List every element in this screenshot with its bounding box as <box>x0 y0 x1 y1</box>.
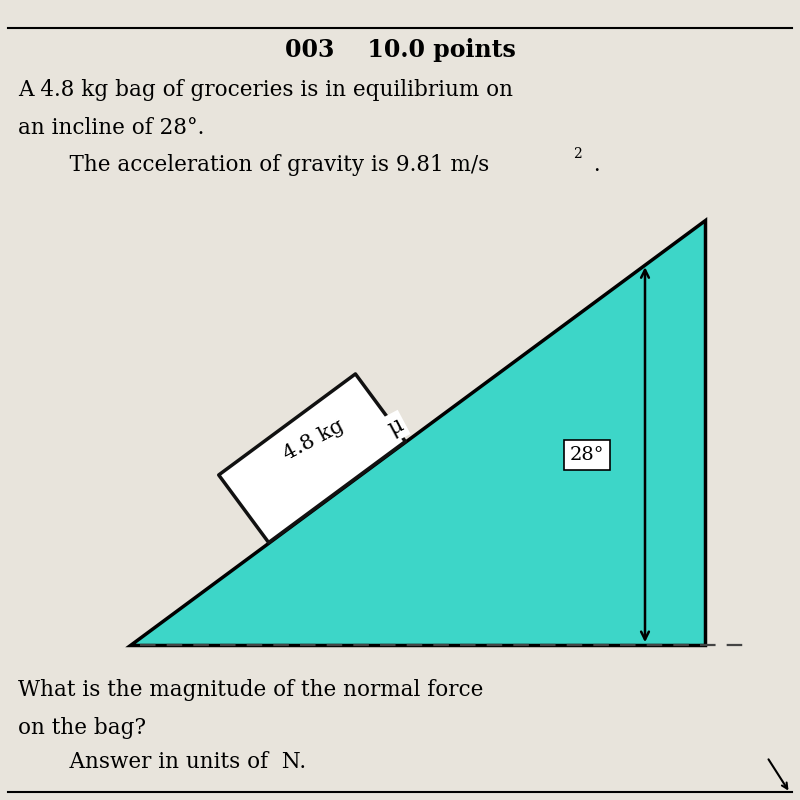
Text: Answer in units of  N.: Answer in units of N. <box>42 751 306 773</box>
Polygon shape <box>218 374 406 542</box>
Text: .: . <box>587 154 601 176</box>
Text: 28°: 28° <box>570 446 604 464</box>
Polygon shape <box>130 220 705 645</box>
Text: μ: μ <box>384 414 407 440</box>
Text: 003    10.0 points: 003 10.0 points <box>285 38 515 62</box>
Text: on the bag?: on the bag? <box>18 717 146 739</box>
Text: an incline of 28°.: an incline of 28°. <box>18 117 204 139</box>
Text: The acceleration of gravity is 9.81 m/s: The acceleration of gravity is 9.81 m/s <box>42 154 490 176</box>
Text: 2: 2 <box>573 147 582 161</box>
Text: What is the magnitude of the normal force: What is the magnitude of the normal forc… <box>18 679 483 701</box>
Text: 4.8 kg: 4.8 kg <box>280 416 347 464</box>
Text: A 4.8 kg bag of groceries is in equilibrium on: A 4.8 kg bag of groceries is in equilibr… <box>18 79 513 101</box>
